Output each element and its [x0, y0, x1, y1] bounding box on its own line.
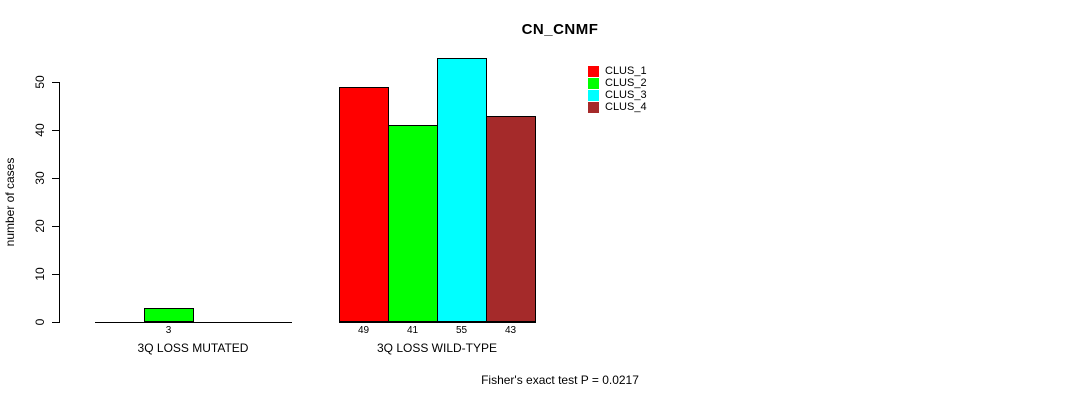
bar-value-label: 49	[357, 325, 370, 336]
legend-label: CLUS_2	[605, 77, 647, 89]
bar-clus_2	[144, 308, 194, 322]
bar-value-label: 41	[406, 325, 419, 336]
legend-item: CLUS_3	[588, 89, 647, 101]
y-axis-tick	[52, 178, 59, 179]
group-baseline	[95, 322, 292, 323]
group-label: 3Q LOSS WILD-TYPE	[376, 341, 498, 355]
y-axis-tick	[52, 82, 59, 83]
fisher-test-annotation: Fisher's exact test P = 0.0217	[481, 373, 639, 387]
y-axis-tick-label: 50	[33, 75, 47, 89]
legend-label: CLUS_4	[605, 101, 647, 113]
y-axis-title: number of cases	[3, 157, 17, 247]
y-axis-tick	[52, 274, 59, 275]
chart-title: CN_CNMF	[521, 21, 599, 38]
bar-value-label: 43	[504, 325, 517, 336]
bar-clus_3	[437, 58, 487, 322]
y-axis-tick	[52, 130, 59, 131]
y-axis-tick	[52, 226, 59, 227]
bar-clus_4	[486, 116, 536, 322]
legend-item: CLUS_2	[588, 77, 647, 89]
y-axis-tick-label: 0	[33, 318, 47, 326]
bar-clus_1	[339, 87, 389, 322]
legend-swatch-clus_2	[588, 77, 599, 89]
y-axis-tick-label: 10	[33, 267, 47, 281]
y-axis-tick-label: 40	[33, 123, 47, 137]
bar-clus_2	[388, 125, 438, 322]
bar-value-label: 3	[165, 325, 172, 336]
legend-item: CLUS_4	[588, 101, 647, 113]
bar-value-label: 55	[455, 325, 468, 336]
legend-swatch-clus_3	[588, 89, 599, 101]
legend-swatch-clus_1	[588, 65, 599, 77]
legend-swatch-clus_4	[588, 101, 599, 113]
legend-label: CLUS_1	[605, 65, 647, 77]
y-axis-tick-label: 30	[33, 171, 47, 185]
legend-item: CLUS_1	[588, 65, 647, 77]
group-baseline	[339, 322, 536, 323]
legend: CLUS_1 CLUS_2 CLUS_3 CLUS_4	[588, 65, 647, 113]
group-label: 3Q LOSS MUTATED	[137, 341, 249, 355]
legend-label: CLUS_3	[605, 89, 647, 101]
y-axis-tick-label: 20	[33, 219, 47, 233]
y-axis-tick	[52, 322, 59, 323]
y-axis-line	[59, 82, 60, 323]
